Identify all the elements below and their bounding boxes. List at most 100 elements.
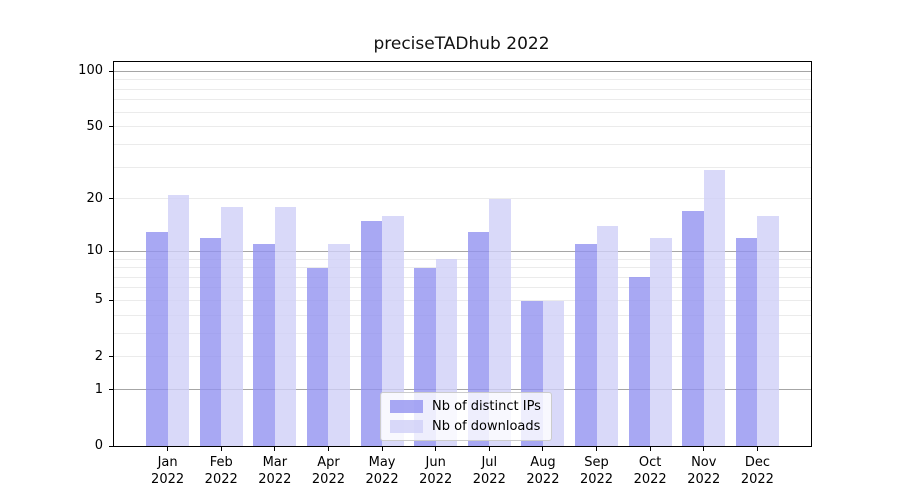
bar-distinct-ips-mar: [253, 244, 275, 446]
bar-distinct-ips-nov: [682, 211, 704, 446]
gridline-4: [114, 314, 811, 316]
legend-swatch-downloads: [390, 420, 423, 433]
bar-downloads-jul: [489, 198, 511, 446]
x-tick-mark-feb: [220, 447, 222, 451]
bar-distinct-ips-dec: [735, 237, 758, 446]
x-tick-year: 2022: [687, 472, 721, 487]
x-tick-month: Mar: [262, 455, 288, 470]
x-tick-mark-may: [381, 447, 383, 451]
x-tick-label-nov: Nov 2022: [672, 454, 736, 488]
bar-downloads-may: [382, 215, 404, 446]
x-tick-mark-jan: [167, 447, 169, 451]
y-tick-mark-50: [109, 126, 113, 128]
x-tick-month: Jul: [481, 455, 498, 470]
gridline-3: [114, 332, 811, 334]
y-tick-label-50: 50: [86, 118, 103, 134]
x-tick-mark-oct: [649, 447, 651, 451]
x-tick-month: Sep: [584, 455, 609, 470]
bar-downloads-mar: [274, 206, 297, 446]
x-tick-label-oct: Oct 2022: [618, 454, 682, 488]
x-tick-mark-aug: [542, 447, 544, 451]
gridline-80: [114, 88, 811, 90]
y-tick-mark-20: [109, 198, 113, 200]
x-tick-month: Jun: [425, 455, 446, 470]
y-tick-mark-5: [109, 299, 113, 301]
x-tick-month: Aug: [530, 455, 556, 470]
bar-distinct-ips-may: [360, 220, 383, 446]
x-tick-label-jul: Jul 2022: [457, 454, 521, 488]
x-tick-year: 2022: [419, 472, 453, 487]
x-tick-month: May: [368, 455, 396, 470]
gridline-70: [114, 99, 811, 101]
x-tick-year: 2022: [204, 472, 238, 487]
x-tick-month: Feb: [209, 455, 233, 470]
legend-label-downloads: Nb of downloads: [432, 419, 541, 434]
y-tick-mark-1: [109, 389, 113, 391]
legend-entry-distinct-ips: Nb of distinct IPs: [390, 399, 541, 414]
x-tick-year: 2022: [151, 472, 185, 487]
gridline-90: [114, 79, 811, 81]
bar-downloads-dec: [757, 215, 779, 446]
bar-distinct-ips-apr: [306, 267, 329, 446]
bar-downloads-apr: [328, 244, 350, 446]
gridline-8: [114, 267, 811, 269]
bar-downloads-oct: [650, 237, 672, 446]
bar-distinct-ips-oct: [628, 277, 651, 446]
x-tick-month: Dec: [744, 455, 770, 470]
plot-area: 0 1 2 5 10 20 50 100 Jan 2022 Feb 2022 Mar 2022 Apr 202…: [78, 61, 812, 487]
gridline-2: [114, 356, 811, 358]
gridline-40: [114, 143, 811, 145]
y-tick-mark-0: [109, 445, 113, 447]
bar-distinct-ips-jan: [146, 231, 168, 446]
gridline-10: [114, 250, 811, 252]
x-tick-year: 2022: [579, 472, 614, 487]
x-tick-label-sep: Sep 2022: [565, 454, 629, 488]
bar-distinct-ips-sep: [575, 244, 597, 446]
y-tick-label-20: 20: [86, 190, 103, 206]
legend-entry-downloads: Nb of downloads: [390, 419, 541, 434]
gridline-6: [114, 287, 811, 289]
x-tick-label-mar: Mar 2022: [243, 454, 307, 488]
y-tick-label-2: 2: [94, 348, 103, 364]
gridline-5: [114, 299, 811, 301]
gridline-1: [114, 389, 811, 391]
y-tick-label-0: 0: [94, 438, 103, 453]
x-tick-label-jun: Jun 2022: [404, 454, 468, 488]
bar-downloads-nov: [703, 169, 726, 446]
gridline-20: [114, 198, 811, 200]
x-tick-year: 2022: [633, 472, 667, 487]
x-tick-year: 2022: [526, 472, 560, 487]
x-tick-month: Apr: [317, 455, 340, 470]
x-tick-month: Jan: [157, 455, 178, 470]
legend-swatch-distinct-ips: [390, 400, 423, 413]
gridline-9: [114, 258, 811, 260]
x-tick-label-feb: Feb 2022: [189, 454, 253, 488]
x-tick-mark-jul: [488, 447, 490, 451]
y-tick-label-1: 1: [94, 381, 103, 397]
x-tick-label-apr: Apr 2022: [296, 454, 360, 488]
bar-downloads-jan: [167, 194, 190, 446]
y-tick-mark-10: [109, 250, 113, 252]
legend: Nb of distinct IPs Nb of downloads: [380, 392, 552, 441]
gridline-7: [114, 276, 811, 278]
x-tick-month: Nov: [691, 455, 717, 470]
y-tick-mark-100: [109, 70, 113, 72]
y-tick-label-100: 100: [78, 63, 103, 79]
x-tick-mark-apr: [327, 447, 329, 451]
x-tick-year: 2022: [472, 472, 506, 487]
gridline-50: [114, 126, 811, 128]
x-tick-label-dec: Dec 2022: [725, 454, 789, 488]
bar-distinct-ips-feb: [199, 237, 222, 446]
x-tick-year: 2022: [311, 472, 345, 487]
x-tick-year: 2022: [365, 472, 399, 487]
x-tick-mark-dec: [756, 447, 758, 451]
x-tick-label-jan: Jan 2022: [136, 454, 200, 488]
gridline-100: [114, 70, 811, 72]
bar-downloads-sep: [596, 226, 619, 446]
x-tick-mark-mar: [274, 447, 276, 451]
gridline-30: [114, 166, 811, 168]
x-tick-mark-jun: [435, 447, 437, 451]
x-tick-month: Oct: [638, 455, 662, 470]
x-tick-mark-nov: [703, 447, 705, 451]
